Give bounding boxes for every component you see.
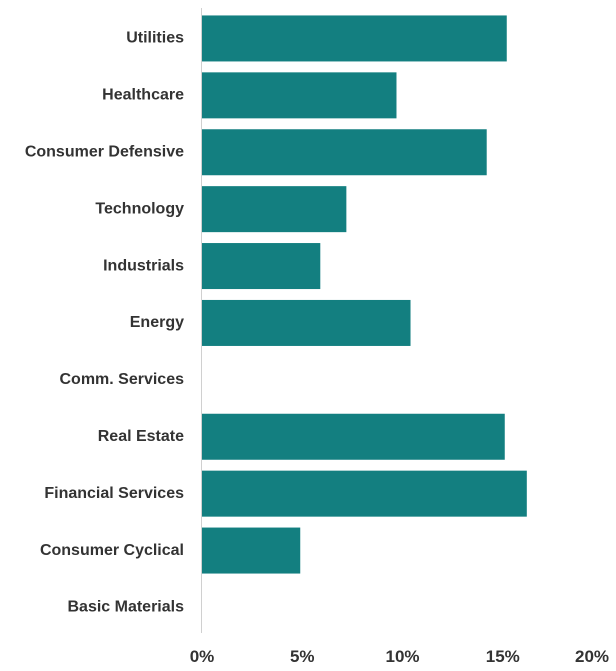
category-label: Technology [95, 200, 184, 217]
category-label: Energy [130, 314, 184, 331]
x-tick-label: 20% [575, 647, 609, 666]
category-label: Comm. Services [59, 371, 184, 388]
bar [202, 15, 507, 62]
x-tick-labels: 0% 5% 10% 15% 20% [190, 647, 609, 666]
category-label: Consumer Cyclical [40, 542, 184, 559]
bar [202, 527, 301, 574]
category-label: Basic Materials [67, 599, 184, 616]
bar [202, 243, 321, 290]
category-label: Healthcare [102, 87, 184, 104]
x-tick-label: 15% [486, 647, 520, 666]
bar [202, 72, 397, 119]
bar [202, 186, 347, 233]
bar [202, 413, 505, 460]
x-tick-label: 10% [385, 647, 419, 666]
category-labels: Utilities Healthcare Consumer Defensive Tec… [25, 30, 184, 616]
x-tick-label: 5% [290, 647, 315, 666]
category-label: Financial Services [44, 485, 184, 502]
category-label: Consumer Defensive [25, 143, 184, 160]
bar [202, 299, 411, 346]
category-label: Industrials [103, 257, 184, 274]
bars [202, 15, 527, 574]
bar [202, 129, 487, 176]
x-tick-label: 0% [190, 647, 215, 666]
bar [202, 470, 527, 517]
category-label: Real Estate [98, 428, 184, 445]
category-label: Utilities [126, 30, 184, 47]
